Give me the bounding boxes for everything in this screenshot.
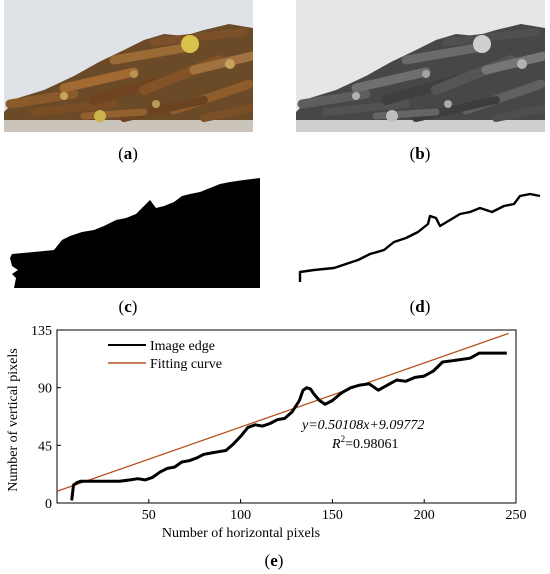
legend: Image edge Fitting curve [108, 339, 222, 372]
y-tick-label: 45 [38, 439, 52, 454]
y-tick-label: 0 [45, 497, 52, 512]
caption-e: (e) [264, 551, 284, 570]
legend-edge-label: Image edge [150, 339, 215, 354]
fitting-chart: 50 100 150 200 250 0 45 90 135 Image edge Fittin… [0, 320, 550, 545]
x-tick-label: 150 [322, 508, 343, 523]
x-axis-label: Number of horizontal pixels [162, 526, 320, 541]
plot-frame [56, 329, 517, 504]
series-fitting-curve [56, 332, 509, 492]
chart-axes [56, 329, 517, 504]
r-squared-value: =0.98061 [345, 437, 398, 452]
y-tick-label: 135 [31, 324, 52, 339]
r-squared-symbol: R [331, 437, 341, 452]
x-tick-label: 50 [142, 508, 156, 523]
r-squared: R2=0.98061 [331, 434, 398, 452]
photo-color [4, 0, 257, 132]
r-squared-exponent: 2 [341, 434, 346, 444]
caption-c: (c) [118, 297, 138, 316]
photo-grayscale [296, 0, 549, 132]
woodpile-color-image [4, 0, 257, 132]
equation-line: y=0.50108x+9.09772 [300, 418, 424, 433]
legend-fit-label: Fitting curve [150, 357, 222, 372]
equation-text: y=0.50108x+9.09772 [300, 418, 424, 433]
chart-svg: 50 100 150 200 250 0 45 90 135 Image edge Fittin… [6, 324, 527, 541]
x-tick-label: 200 [414, 508, 435, 523]
caption-a: (a) [118, 144, 138, 163]
chart-ticks: 50 100 150 200 250 0 45 90 135 [31, 324, 527, 523]
x-tick-label: 250 [506, 508, 527, 523]
edge-outline [294, 188, 544, 288]
chart-series [56, 332, 509, 501]
caption-d: (d) [409, 297, 431, 316]
x-tick-label: 100 [230, 508, 251, 523]
binary-mask-image [10, 178, 260, 288]
y-axis-label: Number of vertical pixels [6, 348, 21, 491]
woodpile-grayscale-image [296, 0, 549, 132]
binary-silhouette [4, 178, 264, 290]
series-image-edge [70, 351, 507, 501]
y-tick-label: 90 [38, 382, 52, 397]
caption-b: (b) [409, 144, 431, 163]
edge-line-image [298, 192, 541, 282]
